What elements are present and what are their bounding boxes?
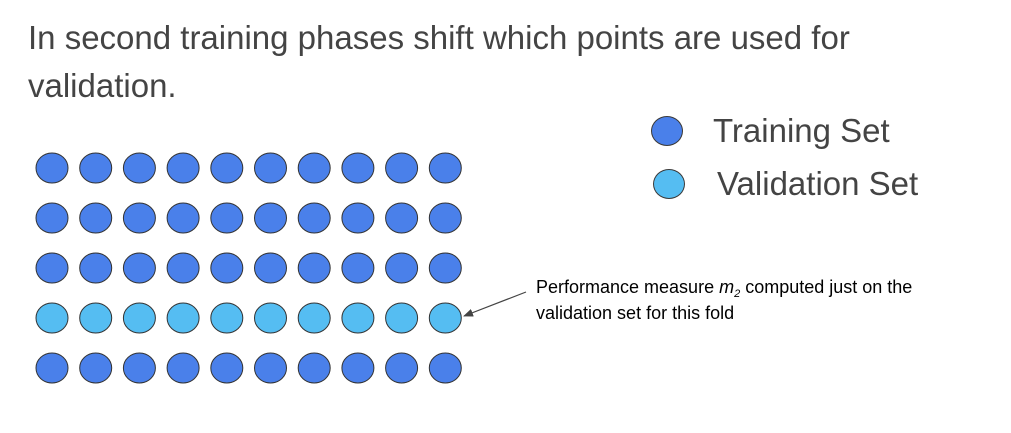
metric-subscript: 2 — [734, 288, 741, 300]
training-point — [122, 352, 156, 384]
training-point — [166, 152, 200, 184]
metric-symbol: m — [719, 277, 735, 297]
annotation-line-2: validation set for this fold — [536, 303, 735, 323]
training-point — [35, 152, 69, 184]
training-point — [428, 152, 462, 184]
training-point — [35, 352, 69, 384]
validation-point — [79, 302, 113, 334]
title: In second training phases shift which po… — [28, 19, 850, 104]
training-point — [385, 352, 419, 384]
training-point — [210, 352, 244, 384]
training-point — [297, 202, 331, 234]
training-point — [385, 202, 419, 234]
training-point — [428, 202, 462, 234]
validation-point — [297, 302, 331, 334]
training-point — [297, 152, 331, 184]
training-point — [341, 202, 375, 234]
training-point — [122, 152, 156, 184]
training-point — [166, 202, 200, 234]
legend-item-validation: Validation Set — [653, 165, 918, 203]
training-point — [341, 252, 375, 284]
legend-label-training: Training Set — [713, 112, 890, 149]
legend-label-validation: Validation Set — [717, 165, 919, 202]
training-point — [79, 202, 113, 234]
validation-point — [35, 302, 69, 334]
annotation-line-1: Performance measure m2 computed just on … — [536, 276, 912, 302]
training-point — [385, 152, 419, 184]
legend-item-training: Training Set — [651, 112, 890, 150]
training-point — [341, 352, 375, 384]
training-point — [210, 202, 244, 234]
training-point — [254, 202, 287, 234]
validation-point — [210, 302, 244, 334]
training-point — [385, 252, 419, 284]
training-point — [341, 152, 375, 184]
validation-point — [341, 302, 375, 334]
annotation-text: Performance measure m2 computed just on … — [536, 276, 912, 325]
training-point — [210, 252, 244, 284]
training-point — [35, 252, 69, 284]
training-point — [254, 252, 287, 284]
training-point — [79, 352, 113, 384]
validation-point — [385, 302, 419, 334]
training-point — [254, 152, 287, 184]
annotation-suffix: computed just on the — [740, 277, 913, 297]
annotation-prefix: Performance measure — [536, 277, 720, 297]
annotation-arrow — [463, 291, 527, 317]
training-point — [79, 252, 113, 284]
training-point — [122, 252, 156, 284]
training-point — [297, 352, 331, 384]
training-point — [297, 252, 331, 284]
validation-point — [166, 302, 200, 334]
training-point — [79, 152, 113, 184]
training-point — [428, 352, 462, 384]
training-point — [254, 352, 287, 384]
validation-set-swatch — [653, 169, 685, 199]
training-set-swatch — [651, 116, 683, 146]
dots-group — [35, 152, 462, 384]
training-point — [428, 252, 462, 284]
training-point — [210, 152, 244, 184]
training-point — [166, 352, 200, 384]
training-point — [35, 202, 69, 234]
validation-point — [122, 302, 156, 334]
validation-point — [254, 302, 287, 334]
validation-point — [428, 302, 462, 334]
training-point — [166, 252, 200, 284]
training-point — [122, 202, 156, 234]
